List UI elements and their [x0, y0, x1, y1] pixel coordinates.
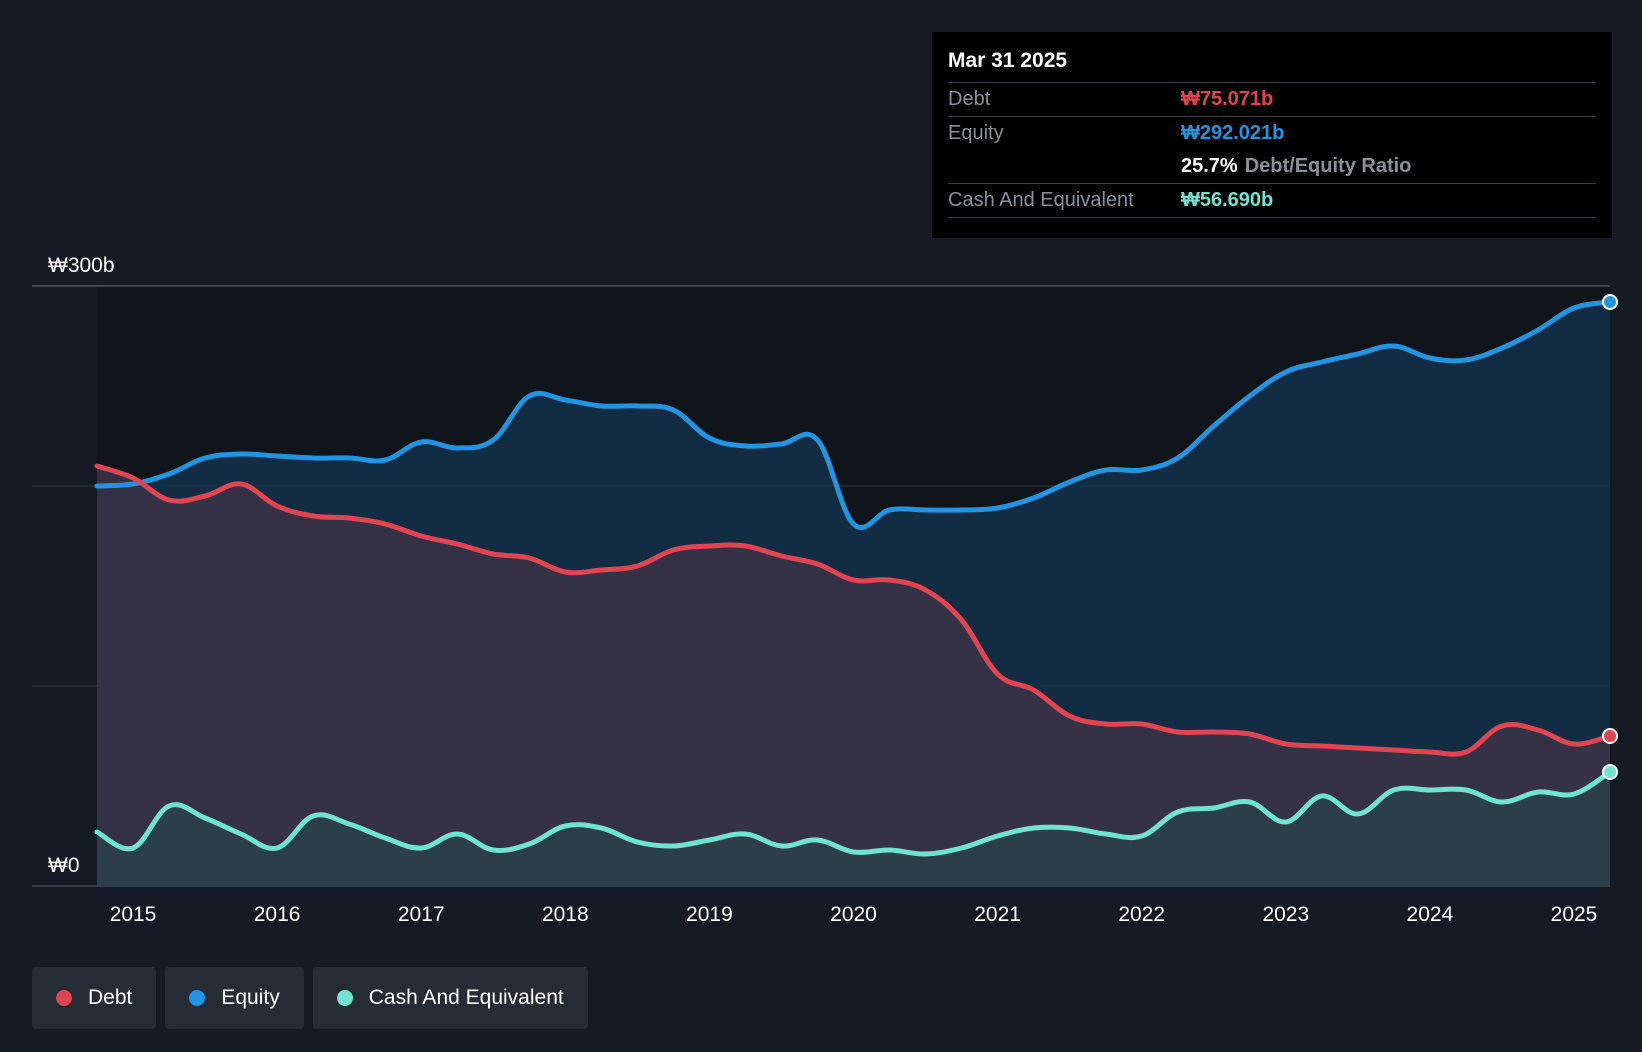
legend-dot-cash — [336, 990, 353, 1006]
x-tick-label: 2021 — [974, 903, 1021, 926]
legend: Debt Equity Cash And Equivalent — [32, 967, 588, 1029]
line-equity — [94, 299, 1613, 530]
legend-dot-equity — [189, 990, 206, 1006]
series-areas — [96, 302, 1611, 886]
tooltip-debt-label: Debt — [948, 88, 991, 110]
tooltip-cash-value: ₩56.690b — [1181, 189, 1274, 211]
tooltip-debt-value: ₩75.071b — [1181, 88, 1274, 110]
y-tick-label: ₩0 — [48, 854, 80, 877]
tooltip-cash-label: Cash And Equivalent — [948, 189, 1134, 211]
y-tick-label: ₩300b — [48, 254, 115, 277]
series-lines — [94, 299, 1613, 857]
x-tick-label: 2022 — [1118, 903, 1165, 926]
y-axis-labels: ₩300b ₩0 — [48, 254, 115, 877]
tooltip-row-ratio: 25.7% Debt/Equity Ratio — [948, 150, 1596, 184]
x-tick-label: 2017 — [398, 903, 445, 926]
line-debt — [94, 463, 1613, 757]
legend-dot-debt — [56, 990, 72, 1006]
tooltip-date: Mar 31 2025 — [948, 46, 1596, 83]
tooltip-panel: Mar 31 2025 Debt ₩75.071b Equity ₩292.02… — [932, 32, 1612, 238]
line-cash-and-equivalent — [94, 769, 1613, 857]
legend-label-equity: Equity — [221, 986, 280, 1009]
x-axis-labels: 2015 2016 2017 2018 2019 2020 2021 2022 2023 2024… — [110, 903, 1598, 926]
x-tick-label: 2025 — [1551, 903, 1598, 926]
legend-item-equity[interactable]: Equity — [165, 967, 304, 1029]
legend-item-debt[interactable]: Debt — [32, 967, 157, 1029]
x-tick-label: 2020 — [830, 903, 877, 926]
area-debt — [96, 466, 1611, 886]
tooltip-row-debt: Debt ₩75.071b — [948, 83, 1596, 117]
tooltip-row-cash: Cash And Equivalent ₩56.690b — [948, 184, 1596, 218]
series-end-markers — [1602, 294, 1619, 780]
tooltip-ratio-value: 25.7% — [1181, 155, 1238, 177]
end-marker-cash-and-equivalent — [1602, 764, 1619, 780]
tooltip-equity-label: Equity — [948, 122, 1004, 144]
tooltip-ratio-label: Debt/Equity Ratio — [1244, 155, 1412, 177]
end-marker-debt — [1602, 728, 1619, 744]
legend-label-debt: Debt — [88, 986, 133, 1009]
x-tick-label: 2016 — [254, 903, 301, 926]
x-tick-label: 2019 — [686, 903, 733, 926]
area-cash-and-equivalent — [96, 772, 1611, 886]
x-tick-label: 2024 — [1407, 903, 1454, 926]
x-tick-label: 2018 — [542, 903, 589, 926]
legend-item-cash[interactable]: Cash And Equivalent — [312, 967, 588, 1029]
x-tick-label: 2023 — [1262, 903, 1309, 926]
tooltip-equity-value: ₩292.021b — [1181, 122, 1285, 144]
tooltip-row-equity: Equity ₩292.021b — [948, 117, 1596, 150]
end-marker-equity — [1602, 294, 1619, 310]
legend-label-cash: Cash And Equivalent — [368, 986, 564, 1009]
x-tick-label: 2015 — [110, 903, 157, 926]
